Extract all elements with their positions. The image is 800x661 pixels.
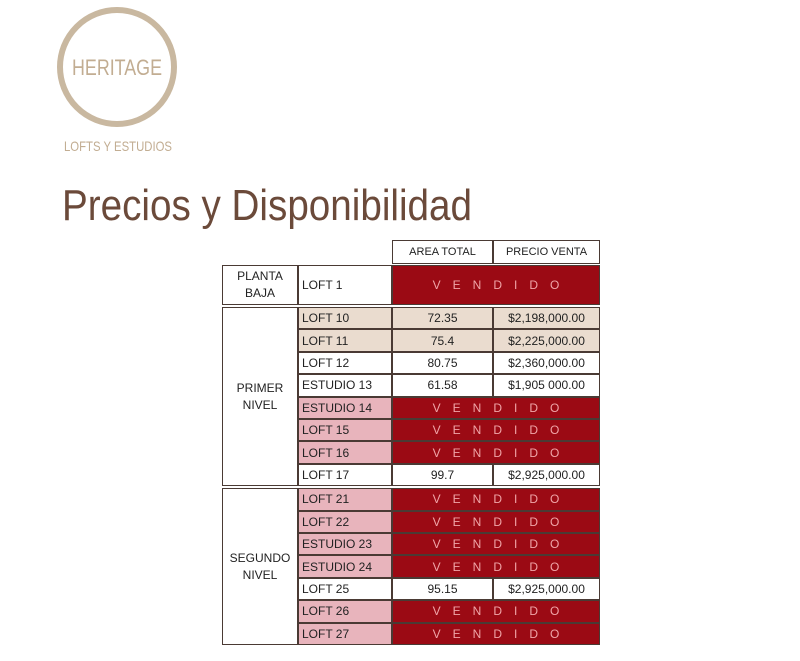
unit-name: LOFT 21: [298, 488, 392, 511]
price: $2,360,000.00: [493, 351, 600, 375]
price: $2,925,000.00: [493, 577, 600, 601]
level-label: SEGUNDO NIVEL: [222, 488, 298, 645]
logo-ring: [57, 7, 177, 127]
sold-status: VENDIDO: [392, 419, 600, 442]
level-label: PRIMER NIVEL: [222, 307, 298, 487]
unit-name: LOFT 12: [298, 351, 392, 375]
unit-name: LOFT 15: [298, 419, 392, 442]
price: $2,225,000.00: [493, 329, 600, 352]
sold-status: VENDIDO: [392, 265, 600, 305]
unit-name: ESTUDIO 24: [298, 555, 392, 578]
price: $2,925,000.00: [493, 463, 600, 487]
header: HERITAGE LOFTS Y ESTUDIOS Precios y Disp…: [57, 7, 472, 230]
sold-status: VENDIDO: [392, 441, 600, 464]
unit-name: LOFT 1: [298, 265, 392, 305]
unit-name: LOFT 10: [298, 307, 392, 330]
sold-status: VENDIDO: [392, 622, 600, 645]
sold-status: VENDIDO: [392, 533, 600, 556]
unit-name: LOFT 26: [298, 600, 392, 623]
unit-name: ESTUDIO 23: [298, 533, 392, 556]
unit-name: LOFT 27: [298, 622, 392, 645]
unit-name: LOFT 17: [298, 463, 392, 487]
tagline: LOFTS Y ESTUDIOS: [64, 138, 172, 154]
area: 99.7: [392, 463, 493, 487]
price: $2,198,000.00: [493, 307, 600, 330]
area: 72.35: [392, 307, 493, 330]
unit-name: LOFT 11: [298, 329, 392, 352]
price: $1,905 000.00: [493, 374, 600, 397]
area: 80.75: [392, 351, 493, 375]
area: 75.4: [392, 329, 493, 352]
sold-status: VENDIDO: [392, 510, 600, 533]
column-header: PRECIO VENTA: [493, 240, 600, 264]
sold-status: VENDIDO: [392, 488, 600, 511]
unit-name: LOFT 16: [298, 441, 392, 464]
column-header: AREA TOTAL: [392, 240, 493, 264]
logo-name: HERITAGE: [72, 55, 162, 80]
unit-name: LOFT 22: [298, 510, 392, 533]
level-label: PLANTA BAJA: [222, 265, 298, 305]
sold-status: VENDIDO: [392, 396, 600, 419]
unit-name: LOFT 25: [298, 577, 392, 601]
sold-status: VENDIDO: [392, 600, 600, 623]
title: Precios y Disponibilidad: [62, 181, 472, 230]
unit-name: ESTUDIO 13: [298, 374, 392, 397]
area: 95.15: [392, 577, 493, 601]
area: 61.58: [392, 374, 493, 397]
unit-name: ESTUDIO 14: [298, 396, 392, 419]
sold-status: VENDIDO: [392, 555, 600, 578]
